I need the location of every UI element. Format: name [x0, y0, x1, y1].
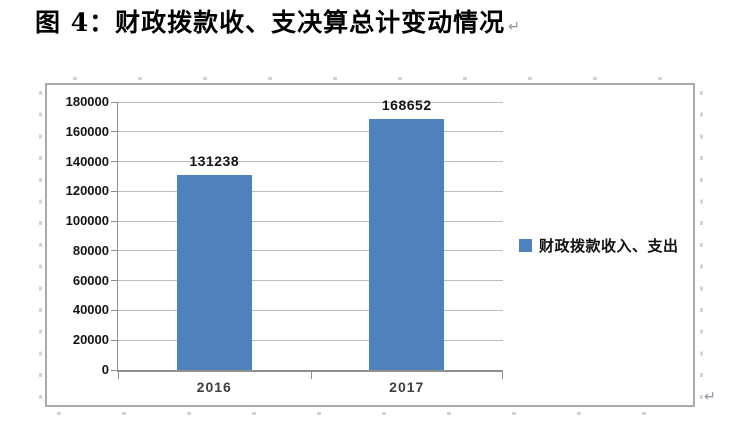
- data-label: 131238: [189, 152, 240, 169]
- frame-tick-marks-right: [700, 83, 703, 407]
- y-axis-label: 20000: [72, 332, 109, 348]
- chart-area: 0 20000 40000 60000 80000 100000 120000 140000 1…: [39, 77, 703, 415]
- x-axis-tick: [502, 372, 503, 379]
- y-axis-label: 120000: [65, 183, 109, 199]
- gridline: [118, 309, 503, 311]
- gridline: [118, 190, 503, 192]
- gridline: [118, 131, 503, 133]
- y-axis-tick: [111, 101, 117, 103]
- gridline: [118, 250, 503, 252]
- figure-title-text: 图 4：财政拨款收、支决算总计变动情况: [35, 8, 506, 37]
- y-axis-tick: [111, 309, 117, 311]
- bar-2017: [369, 118, 445, 370]
- y-axis-tick: [111, 220, 117, 222]
- y-axis-tick: [111, 250, 117, 252]
- x-axis-label: 2016: [196, 379, 232, 395]
- y-axis-label: 140000: [65, 153, 109, 169]
- x-axis-label: 2017: [389, 379, 425, 395]
- y-axis-tick: [111, 369, 117, 371]
- y-axis-label: 80000: [72, 242, 109, 258]
- x-axis-tick: [118, 372, 119, 379]
- paragraph-mark-icon: ↵: [704, 389, 716, 405]
- paragraph-mark-icon: ↵: [508, 19, 520, 35]
- y-axis-tick: [111, 280, 117, 282]
- data-label: 168652: [381, 96, 432, 113]
- bar-2016: [176, 174, 252, 370]
- legend-swatch-icon: [519, 239, 532, 252]
- y-axis-label: 160000: [65, 123, 109, 139]
- y-axis-label: 40000: [72, 302, 109, 318]
- y-axis-tick: [111, 131, 117, 133]
- gridline: [118, 339, 503, 341]
- y-axis-label: 180000: [65, 94, 109, 109]
- gridline: [118, 101, 503, 103]
- y-axis-label: 0: [101, 362, 109, 377]
- y-axis-tick: [111, 190, 117, 192]
- x-axis-tick: [311, 372, 312, 379]
- gridline: [118, 161, 503, 163]
- legend-label: 财政拨款收入、支出: [539, 238, 679, 255]
- plot-area: 131238 2016 168652 2017: [111, 97, 503, 395]
- frame-tick-marks-top: [45, 77, 695, 80]
- gridline: [118, 280, 503, 282]
- frame-tick-marks-left: [39, 83, 42, 407]
- legend: 财政拨款收入、支出: [519, 235, 679, 256]
- y-axis-label: 100000: [65, 213, 109, 229]
- figure-title: 图 4：财政拨款收、支决算总计变动情况 ↵: [35, 6, 520, 44]
- frame-tick-marks-bottom: [45, 412, 695, 415]
- y-axis-tick: [111, 339, 117, 341]
- y-axis-label: 60000: [72, 272, 109, 288]
- y-axis-tick: [111, 161, 117, 163]
- gridline: [118, 220, 503, 222]
